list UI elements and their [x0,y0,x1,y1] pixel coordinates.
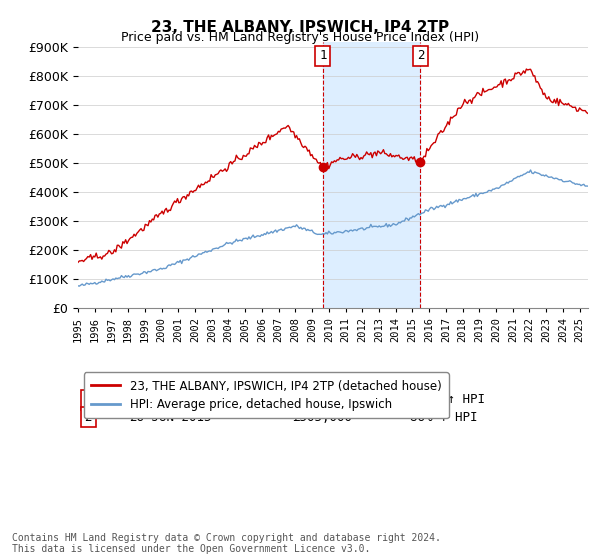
Text: £505,000: £505,000 [292,410,352,423]
Text: 21-AUG-2009: 21-AUG-2009 [129,393,212,406]
Bar [323,42,421,308]
Text: 23, THE ALBANY, IPSWICH, IP4 2TP: 23, THE ALBANY, IPSWICH, IP4 2TP [151,20,449,35]
Text: Contains HM Land Registry data © Crown copyright and database right 2024.
This d: Contains HM Land Registry data © Crown c… [12,533,441,554]
Text: 86% ↑ HPI: 86% ↑ HPI [409,410,477,423]
Text: 1: 1 [319,49,326,62]
Text: Price paid vs. HM Land Registry's House Price Index (HPI): Price paid vs. HM Land Registry's House … [121,31,479,44]
Text: £485,000: £485,000 [292,393,352,406]
Text: 1: 1 [85,393,92,406]
Text: 2: 2 [85,410,92,423]
Text: 136% ↑ HPI: 136% ↑ HPI [409,393,485,406]
Text: 26-JUN-2015: 26-JUN-2015 [129,410,212,423]
Text: 2: 2 [417,49,424,62]
Legend: 23, THE ALBANY, IPSWICH, IP4 2TP (detached house), HPI: Average price, detached : 23, THE ALBANY, IPSWICH, IP4 2TP (detach… [84,372,449,418]
